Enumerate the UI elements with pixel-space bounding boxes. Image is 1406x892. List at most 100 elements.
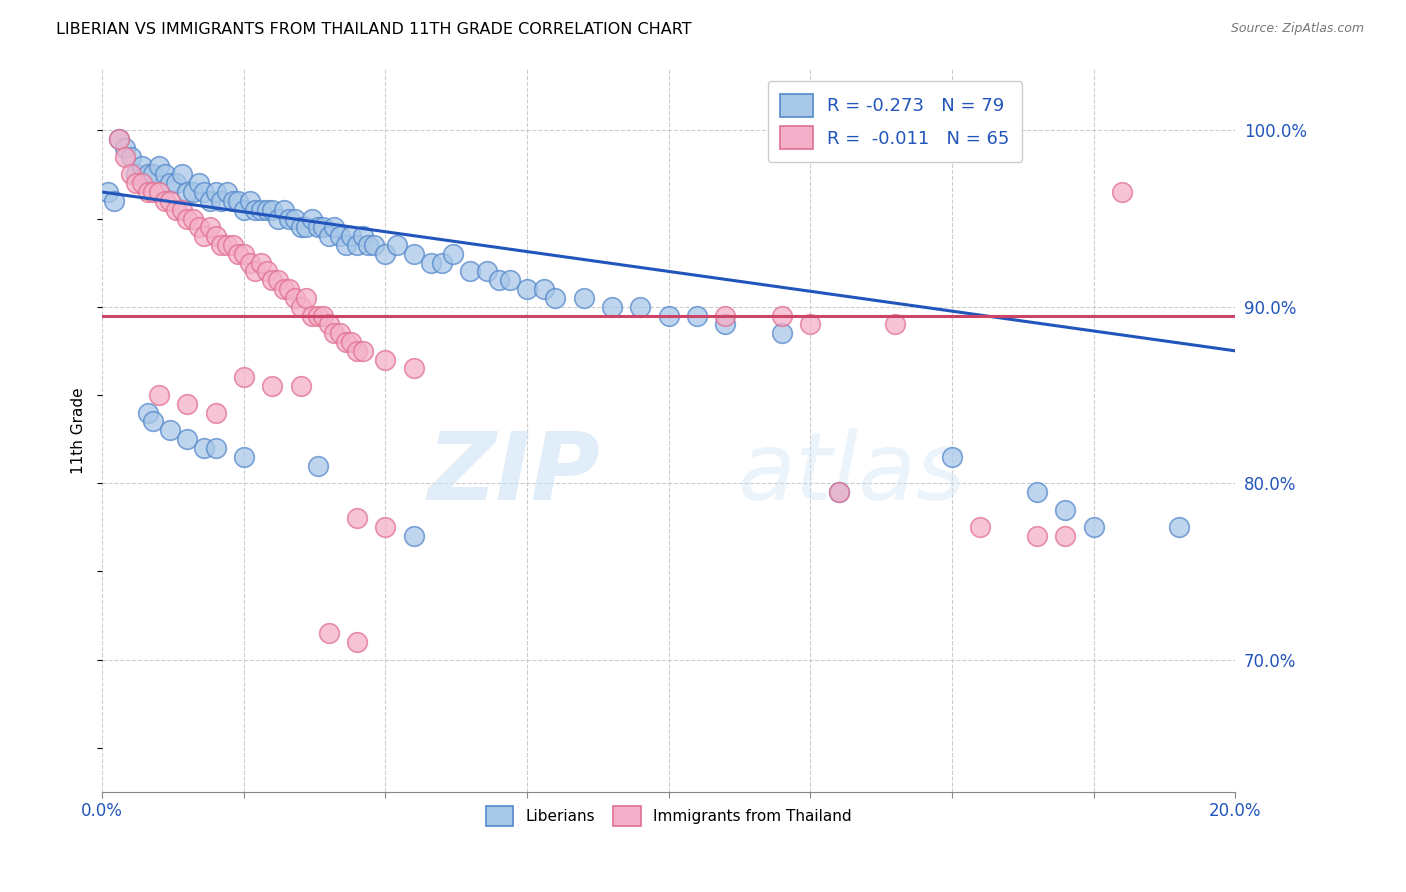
Point	[153, 168, 176, 182]
Point	[460, 264, 482, 278]
Point	[884, 318, 907, 332]
Point	[374, 247, 396, 261]
Point	[714, 309, 737, 323]
Point	[198, 220, 221, 235]
Point	[114, 150, 136, 164]
Point	[770, 309, 793, 323]
Point	[159, 176, 181, 190]
Point	[136, 406, 159, 420]
Point	[267, 273, 290, 287]
Point	[301, 211, 323, 226]
Point	[226, 194, 249, 208]
Point	[153, 194, 176, 208]
Point	[204, 229, 226, 244]
Point	[385, 238, 408, 252]
Point	[159, 423, 181, 437]
Point	[170, 168, 193, 182]
Point	[340, 229, 363, 244]
Y-axis label: 11th Grade: 11th Grade	[72, 387, 86, 474]
Point	[262, 202, 284, 217]
Point	[262, 273, 284, 287]
Point	[828, 485, 851, 500]
Point	[488, 273, 510, 287]
Point	[125, 168, 148, 182]
Point	[142, 414, 165, 428]
Point	[148, 185, 170, 199]
Point	[340, 334, 363, 349]
Text: LIBERIAN VS IMMIGRANTS FROM THAILAND 11TH GRADE CORRELATION CHART: LIBERIAN VS IMMIGRANTS FROM THAILAND 11T…	[56, 22, 692, 37]
Point	[1083, 520, 1105, 534]
Point	[572, 291, 595, 305]
Point	[204, 441, 226, 455]
Point	[516, 282, 538, 296]
Point	[193, 229, 215, 244]
Point	[204, 406, 226, 420]
Point	[290, 220, 312, 235]
Point	[419, 255, 441, 269]
Point	[1054, 502, 1077, 516]
Point	[193, 441, 215, 455]
Point	[232, 370, 254, 384]
Point	[243, 202, 266, 217]
Point	[221, 238, 243, 252]
Point	[125, 176, 148, 190]
Point	[402, 247, 425, 261]
Point	[226, 247, 249, 261]
Point	[295, 220, 318, 235]
Point	[1026, 485, 1049, 500]
Point	[318, 318, 340, 332]
Point	[312, 309, 335, 323]
Point	[307, 458, 329, 473]
Point	[136, 168, 159, 182]
Point	[1111, 185, 1133, 199]
Point	[243, 264, 266, 278]
Point	[323, 326, 346, 341]
Point	[120, 150, 142, 164]
Point	[232, 247, 254, 261]
Point	[533, 282, 555, 296]
Point	[1026, 529, 1049, 543]
Point	[204, 185, 226, 199]
Point	[256, 264, 278, 278]
Point	[250, 255, 273, 269]
Point	[159, 194, 181, 208]
Point	[284, 211, 307, 226]
Point	[256, 202, 278, 217]
Point	[477, 264, 499, 278]
Point	[346, 511, 368, 525]
Point	[352, 343, 374, 358]
Point	[238, 194, 260, 208]
Point	[176, 211, 198, 226]
Point	[969, 520, 991, 534]
Point	[290, 379, 312, 393]
Point	[176, 185, 198, 199]
Point	[108, 132, 131, 146]
Point	[295, 291, 318, 305]
Point	[170, 202, 193, 217]
Point	[307, 220, 329, 235]
Point	[290, 300, 312, 314]
Point	[278, 211, 301, 226]
Point	[499, 273, 522, 287]
Point	[628, 300, 651, 314]
Text: Source: ZipAtlas.com: Source: ZipAtlas.com	[1230, 22, 1364, 36]
Point	[335, 238, 357, 252]
Point	[232, 202, 254, 217]
Point	[181, 185, 204, 199]
Point	[108, 132, 131, 146]
Point	[329, 326, 352, 341]
Point	[658, 309, 681, 323]
Point	[232, 450, 254, 464]
Point	[686, 309, 709, 323]
Point	[346, 635, 368, 649]
Point	[273, 282, 295, 296]
Point	[209, 194, 232, 208]
Point	[357, 238, 380, 252]
Point	[187, 176, 209, 190]
Point	[176, 397, 198, 411]
Point	[209, 238, 232, 252]
Point	[374, 352, 396, 367]
Point	[142, 168, 165, 182]
Point	[828, 485, 851, 500]
Point	[1054, 529, 1077, 543]
